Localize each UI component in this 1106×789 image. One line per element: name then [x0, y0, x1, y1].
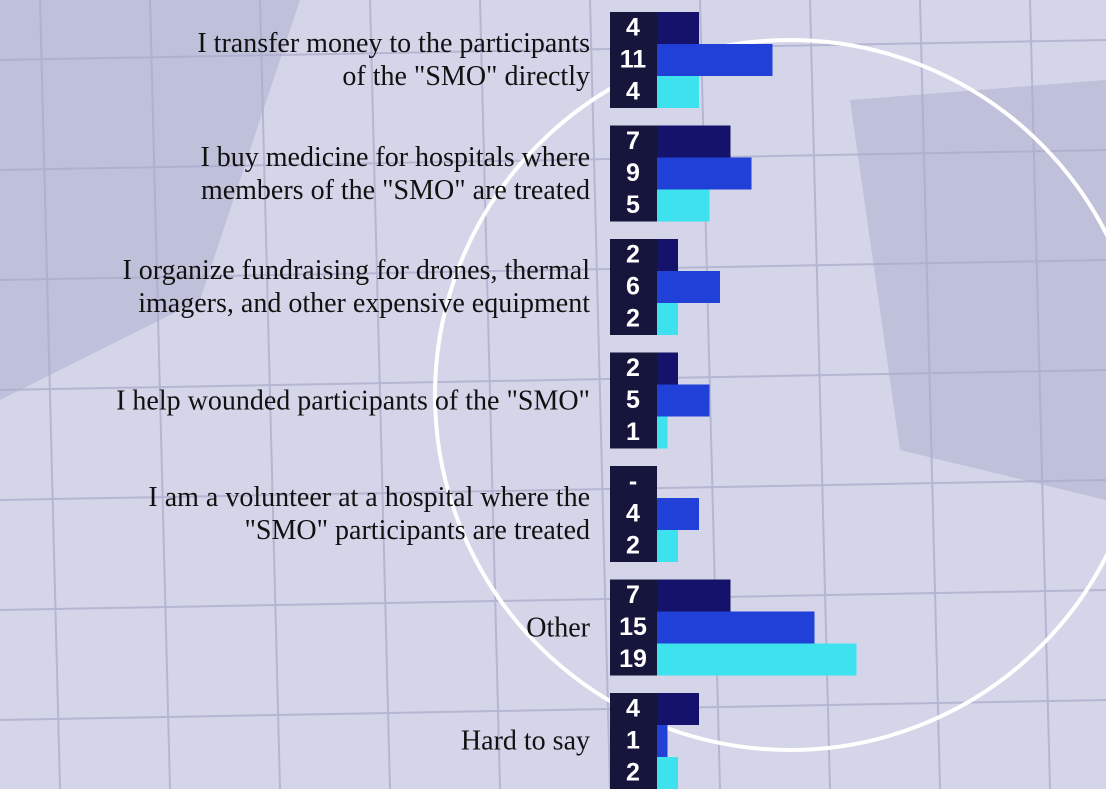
value-label: 4 [626, 14, 640, 42]
category-label: I buy medicine for hospitals where membe… [200, 141, 590, 206]
emblem-circle [433, 38, 1106, 752]
value-label: 2 [626, 241, 640, 269]
value-label: 1 [626, 418, 640, 446]
bar [657, 76, 699, 108]
bar [657, 757, 678, 789]
bar [657, 416, 668, 449]
value-column [610, 466, 657, 562]
bar [657, 157, 752, 190]
value-column [610, 352, 657, 449]
bar [657, 239, 678, 271]
value-label: 2 [626, 532, 640, 560]
value-label: 6 [626, 273, 640, 301]
value-label: 4 [626, 500, 640, 528]
bar [657, 44, 773, 76]
value-label: 2 [626, 759, 640, 787]
category-label: I transfer money to the participants of … [197, 28, 590, 92]
value-label: 5 [626, 386, 640, 414]
bar [657, 12, 699, 44]
category-label: I am a volunteer at a hospital where the… [148, 482, 590, 546]
value-label: 2 [626, 305, 640, 333]
bar [657, 303, 678, 335]
value-label: - [629, 468, 637, 496]
value-column [610, 579, 657, 676]
value-label: 5 [626, 191, 640, 219]
bar [657, 384, 710, 417]
bar [657, 271, 720, 303]
bar [657, 125, 731, 158]
value-label: 4 [626, 78, 640, 106]
category-label: I help wounded participants of the "SMO" [116, 385, 590, 416]
bar [657, 643, 857, 676]
bar [657, 189, 710, 222]
value-column [610, 693, 657, 789]
category-label: Hard to say [460, 725, 590, 757]
value-label: 9 [626, 159, 640, 187]
value-label: 2 [626, 354, 640, 382]
value-column [610, 239, 657, 335]
value-column [610, 125, 657, 222]
bar [657, 530, 678, 562]
bar [657, 352, 678, 385]
value-label: 7 [626, 127, 640, 155]
value-label: 15 [619, 613, 647, 641]
bar [657, 611, 815, 644]
bar [657, 693, 699, 725]
value-label: 4 [626, 695, 640, 723]
value-label: 19 [619, 645, 647, 673]
category-label: Other [526, 612, 590, 643]
bar [657, 579, 731, 612]
value-column [610, 12, 657, 108]
bar [657, 498, 699, 530]
bar [657, 725, 668, 757]
value-label: 1 [626, 727, 640, 755]
value-label: 7 [626, 581, 640, 609]
value-label: 11 [620, 46, 647, 74]
category-label: I organize fundraising for drones, therm… [122, 255, 590, 319]
